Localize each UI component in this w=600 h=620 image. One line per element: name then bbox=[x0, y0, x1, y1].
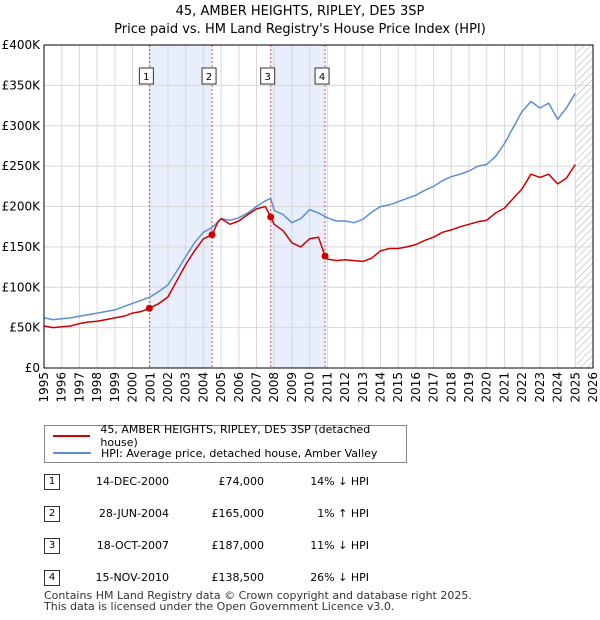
y-tick-label: £350K bbox=[2, 78, 42, 92]
sale-hpi-relation: 26% ↓ HPI bbox=[310, 571, 369, 584]
sale-date: 28-JUN-2004 bbox=[98, 507, 169, 520]
sale-price: £74,000 bbox=[218, 475, 265, 488]
x-tick-label: 2009 bbox=[285, 372, 299, 403]
sale-point bbox=[321, 252, 329, 260]
sale-badge-label: 2 bbox=[206, 72, 212, 83]
property-price-line bbox=[44, 164, 576, 329]
x-tick-label: 2000 bbox=[126, 372, 140, 403]
x-tick-label: 2015 bbox=[391, 372, 405, 403]
sale-badge bbox=[260, 67, 276, 85]
x-tick-label: 2007 bbox=[250, 372, 264, 403]
x-tick-label: 2003 bbox=[179, 372, 193, 403]
hpi-line bbox=[44, 93, 576, 321]
y-tick-label: £100K bbox=[2, 280, 42, 294]
legend-swatch-property bbox=[53, 435, 91, 437]
sale-price: £165,000 bbox=[211, 507, 265, 520]
y-tick-label: £250K bbox=[2, 159, 42, 173]
x-tick-label: 2018 bbox=[444, 372, 458, 403]
sale-point bbox=[208, 231, 216, 239]
x-tick-label: 1996 bbox=[55, 372, 69, 403]
chart-title: 45, AMBER HEIGHTS, RIPLEY, DE5 3SP bbox=[175, 4, 425, 19]
x-tick-label: 2021 bbox=[497, 372, 511, 403]
plot-frame bbox=[43, 44, 594, 369]
y-tick-label: £300K bbox=[2, 119, 42, 133]
x-tick-label: 2011 bbox=[320, 372, 334, 403]
sale-price: £187,000 bbox=[211, 539, 265, 552]
sale-date: 15-NOV-2010 bbox=[95, 571, 169, 584]
sale-badge bbox=[138, 67, 154, 85]
x-tick-label: 2013 bbox=[356, 372, 370, 403]
x-tick-label: 1995 bbox=[37, 372, 51, 403]
y-tick-label: £150K bbox=[2, 240, 42, 254]
x-tick-label: 2012 bbox=[338, 372, 352, 403]
sale-badge-label: 4 bbox=[319, 72, 325, 83]
x-tick-label: 2001 bbox=[143, 372, 157, 403]
x-tick-label: 2020 bbox=[480, 372, 494, 403]
sale-row: 4 15-NOV-2010 £138,500 26% ↓ HPI bbox=[44, 570, 444, 586]
x-tick-label: 2026 bbox=[586, 372, 600, 403]
x-tick-label: 2014 bbox=[373, 372, 387, 403]
sale-number-badge: 3 bbox=[44, 538, 60, 554]
x-tick-label: 2019 bbox=[462, 372, 476, 403]
sale-number-badge: 2 bbox=[44, 506, 60, 522]
sale-badge-label: 1 bbox=[143, 72, 149, 83]
x-tick-label: 1997 bbox=[72, 372, 86, 403]
sale-badge-label: 3 bbox=[264, 72, 270, 83]
legend-item-property: 45, AMBER HEIGHTS, RIPLEY, DE5 3SP (deta… bbox=[53, 423, 406, 449]
sale-point bbox=[145, 304, 153, 312]
x-tick-label: 1999 bbox=[108, 372, 122, 403]
x-tick-label: 2024 bbox=[551, 372, 565, 403]
sale-row: 1 14-DEC-2000 £74,000 14% ↓ HPI bbox=[44, 474, 444, 490]
x-tick-label: 2022 bbox=[515, 372, 529, 403]
x-tick-label: 2016 bbox=[409, 372, 423, 403]
footer-copyright: Contains HM Land Registry data © Crown c… bbox=[44, 589, 472, 602]
x-tick-label: 2025 bbox=[568, 372, 582, 403]
sale-price: £138,500 bbox=[211, 571, 265, 584]
sale-row: 3 18-OCT-2007 £187,000 11% ↓ HPI bbox=[44, 538, 444, 554]
legend-swatch-hpi bbox=[53, 452, 91, 454]
legend-item-hpi: HPI: Average price, detached house, Ambe… bbox=[53, 445, 377, 461]
sale-hpi-relation: 11% ↓ HPI bbox=[310, 539, 369, 552]
sale-date: 14-DEC-2000 bbox=[95, 475, 169, 488]
chart-subtitle: Price paid vs. HM Land Registry's House … bbox=[114, 22, 486, 37]
sale-badge bbox=[201, 67, 217, 85]
x-tick-label: 2005 bbox=[214, 372, 228, 403]
y-tick-label: £50K bbox=[9, 321, 41, 335]
x-tick-label: 1998 bbox=[90, 372, 104, 403]
x-tick-label: 2010 bbox=[303, 372, 317, 403]
legend-label-hpi: HPI: Average price, detached house, Ambe… bbox=[101, 446, 378, 460]
footer-licence: This data is licensed under the Open Gov… bbox=[44, 600, 395, 613]
sale-hpi-relation: 14% ↓ HPI bbox=[310, 475, 369, 488]
x-tick-label: 2004 bbox=[196, 372, 210, 403]
x-tick-label: 2017 bbox=[427, 372, 441, 403]
sale-point bbox=[267, 213, 275, 221]
legend: 45, AMBER HEIGHTS, RIPLEY, DE5 3SP (deta… bbox=[44, 423, 407, 463]
x-tick-label: 2008 bbox=[267, 372, 281, 403]
sale-number-badge: 4 bbox=[44, 570, 60, 586]
sale-number-badge: 1 bbox=[44, 474, 60, 490]
sale-badge bbox=[314, 67, 330, 85]
sale-hpi-relation: 1% ↑ HPI bbox=[317, 507, 369, 520]
x-tick-label: 2023 bbox=[533, 372, 547, 403]
x-tick-label: 2006 bbox=[232, 372, 246, 403]
legend-label-property: 45, AMBER HEIGHTS, RIPLEY, DE5 3SP (deta… bbox=[100, 423, 371, 449]
sale-row: 2 28-JUN-2004 £165,000 1% ↑ HPI bbox=[44, 506, 444, 522]
x-tick-label: 2002 bbox=[161, 372, 175, 403]
y-tick-label: £400K bbox=[2, 38, 42, 52]
y-tick-label: £0 bbox=[25, 361, 40, 375]
sale-date: 18-OCT-2007 bbox=[96, 539, 169, 552]
footer: Contains HM Land Registry data © Crown c… bbox=[44, 590, 472, 612]
price-chart: 1 2 3 4 £0 £50K £100K £150K £200K £250K £300K £350… bbox=[2, 38, 600, 403]
y-tick-label: £200K bbox=[2, 200, 42, 214]
